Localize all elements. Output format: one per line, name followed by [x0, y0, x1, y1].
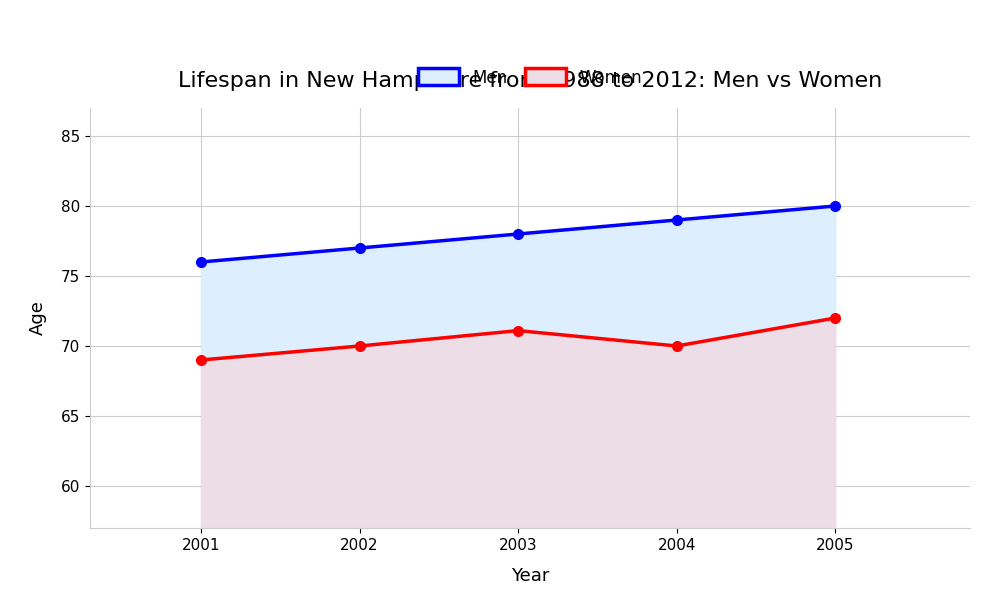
Title: Lifespan in New Hampshire from 1988 to 2012: Men vs Women: Lifespan in New Hampshire from 1988 to 2… — [178, 71, 882, 91]
X-axis label: Year: Year — [511, 566, 549, 584]
Y-axis label: Age: Age — [29, 301, 47, 335]
Legend: Men, Women: Men, Women — [411, 62, 649, 93]
